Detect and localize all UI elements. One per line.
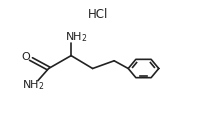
Text: HCl: HCl — [88, 8, 109, 21]
Text: NH$_2$: NH$_2$ — [22, 79, 44, 92]
Text: NH$_2$: NH$_2$ — [65, 30, 88, 44]
Text: O: O — [22, 52, 31, 62]
